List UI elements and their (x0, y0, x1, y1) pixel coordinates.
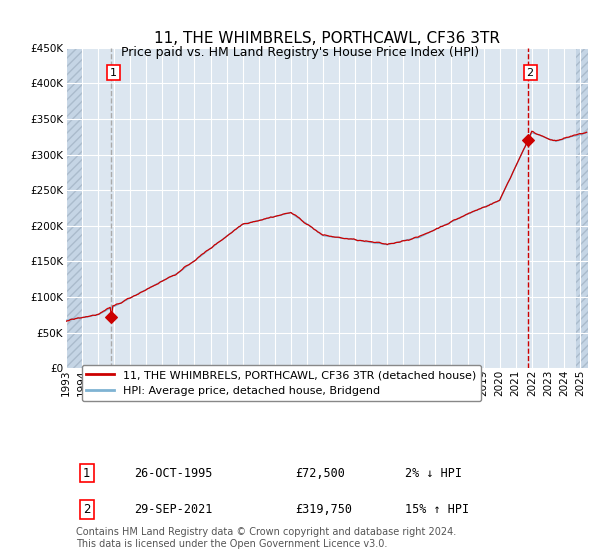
Text: 26-OCT-1995: 26-OCT-1995 (134, 466, 212, 479)
Text: £72,500: £72,500 (296, 466, 346, 479)
Text: 2: 2 (83, 503, 91, 516)
Text: 2: 2 (527, 68, 534, 77)
Bar (576, 48, 588, 368)
Text: Contains HM Land Registry data © Crown copyright and database right 2024.
This d: Contains HM Land Registry data © Crown c… (76, 527, 457, 549)
Text: 15% ↑ HPI: 15% ↑ HPI (406, 503, 469, 516)
Bar (66, 48, 82, 368)
Text: 2% ↓ HPI: 2% ↓ HPI (406, 466, 463, 479)
Text: 1: 1 (110, 68, 117, 77)
Text: 1: 1 (83, 466, 91, 479)
Text: 29-SEP-2021: 29-SEP-2021 (134, 503, 212, 516)
Point (106, 312, 116, 321)
Text: £319,750: £319,750 (296, 503, 353, 516)
Title: 11, THE WHIMBRELS, PORTHCAWL, CF36 3TR: 11, THE WHIMBRELS, PORTHCAWL, CF36 3TR (154, 31, 500, 46)
Legend: 11, THE WHIMBRELS, PORTHCAWL, CF36 3TR (detached house), HPI: Average price, det: 11, THE WHIMBRELS, PORTHCAWL, CF36 3TR (… (82, 365, 481, 401)
Point (523, 136, 533, 145)
Text: Price paid vs. HM Land Registry's House Price Index (HPI): Price paid vs. HM Land Registry's House … (121, 46, 479, 59)
